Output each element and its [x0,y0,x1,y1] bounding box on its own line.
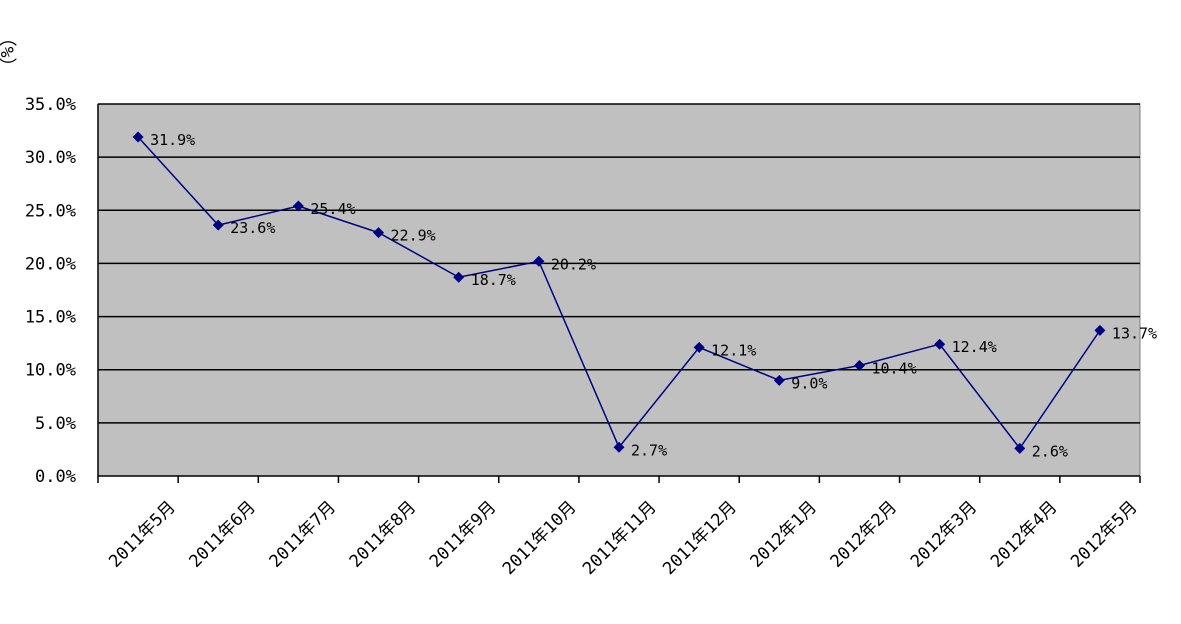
x-tick-label: 2012年1月 [747,497,821,571]
data-label: 25.4% [310,200,355,218]
x-tick-label: 2011年7月 [266,497,340,571]
data-point-marker [613,441,625,453]
x-tick-label: 2012年3月 [907,497,981,571]
data-label: 12.1% [711,341,756,359]
y-tick-label: 25.0% [25,201,76,221]
data-point-marker [1094,324,1106,336]
x-tick-label: 2011年10月 [499,497,581,579]
x-tick-label: 2012年2月 [827,497,901,571]
x-tick-label: 2011年6月 [185,497,259,571]
data-point-marker [533,255,545,267]
y-tick-label: 35.0% [25,95,76,115]
data-point-marker [132,131,144,143]
data-label: 22.9% [391,227,436,245]
data-label: 13.7% [1112,324,1157,342]
data-label: 9.0% [791,374,827,392]
data-label: 20.2% [551,255,596,273]
data-point-marker [373,227,385,239]
y-tick-label: 5.0% [35,414,76,434]
data-point-marker [693,341,705,353]
data-label: 2.7% [631,441,667,459]
x-tick-label: 2011年12月 [659,497,741,579]
x-axis: 2011年5月 2011年6月 2011年7月 2011年8月 2011年9月2011年… [97,475,1142,579]
data-point-marker [1014,442,1026,454]
x-tick-label: 2012年5月 [1067,497,1141,571]
data-label: 2.6% [1032,442,1068,460]
series-group [132,131,1106,454]
y-tick-label: 15.0% [25,308,76,328]
data-point-marker [853,359,865,371]
data-point-marker [453,271,465,283]
x-tick-label: 2011年11月 [579,497,661,579]
data-label: 18.7% [471,271,516,289]
y-tick-label: 0.0% [35,467,76,487]
x-tick-label: 2011年5月 [105,497,179,571]
data-label: 23.6% [230,219,275,237]
data-label: 12.4% [952,338,997,356]
plot-area [97,103,1141,477]
y-tick-label: 30.0% [25,148,76,168]
y-axis: 0.0% 5.0% 10.0% 15.0% 20.0% 25.0% 30.0% 35.0% [25,95,99,487]
gridlines [98,103,1140,424]
x-tick-label: 2011年9月 [426,497,500,571]
y-axis-unit-label: （%） [0,29,17,76]
data-point-marker [934,338,946,350]
y-tick-label: 20.0% [25,254,76,274]
data-point-marker [212,219,224,231]
y-tick-label: 10.0% [25,361,76,381]
data-label: 31.9% [150,131,195,149]
data-point-marker [773,374,785,386]
data-point-marker [292,200,304,212]
data-label: 10.4% [871,359,916,377]
x-tick-label: 2011年8月 [346,497,420,571]
x-tick-label: 2012年4月 [987,497,1061,571]
data-labels: 31.9% 23.6% 25.4% 22.9% 18.7% 20.2% 2.7% 12.1% 9… [150,131,1157,460]
